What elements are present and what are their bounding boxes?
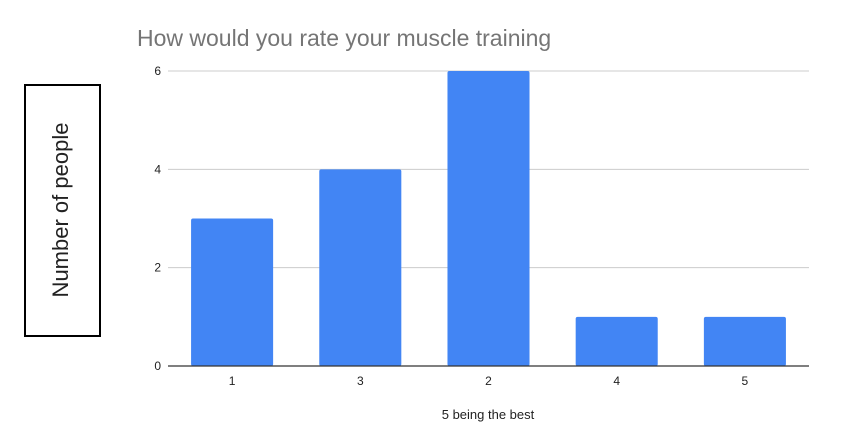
y-axis-title: Number of people xyxy=(48,123,73,298)
x-axis-title: 5 being the best xyxy=(442,407,535,422)
bar-2 xyxy=(447,71,530,366)
bars xyxy=(191,71,786,366)
bar-3 xyxy=(319,169,402,366)
x-tick-label: 2 xyxy=(485,374,492,388)
bar-5 xyxy=(703,316,786,366)
y-axis-title-box xyxy=(24,84,101,337)
bar-1 xyxy=(191,218,274,366)
chart-title: How would you rate your muscle training xyxy=(137,25,551,51)
bar-4 xyxy=(575,316,658,366)
y-tick-label: 2 xyxy=(154,261,161,275)
y-tick-label: 4 xyxy=(154,162,161,176)
x-tick-label: 1 xyxy=(229,374,236,388)
y-tick-label: 6 xyxy=(154,64,161,78)
x-tick-label: 3 xyxy=(357,374,364,388)
axes: 0 2 4 6 1 3 2 4 5 xyxy=(154,64,809,388)
x-tick-label: 5 xyxy=(742,374,749,388)
y-tick-label: 0 xyxy=(154,359,161,373)
x-tick-label: 4 xyxy=(613,374,620,388)
